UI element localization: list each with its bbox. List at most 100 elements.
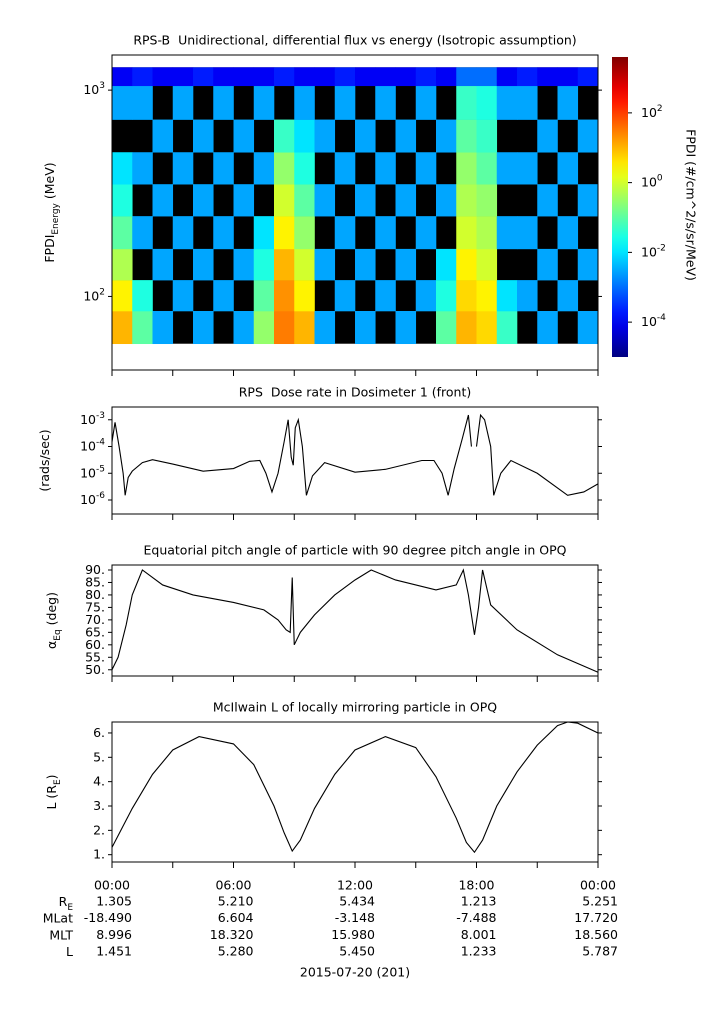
y-tick-label: 65. <box>85 624 105 639</box>
plot-frame <box>111 721 599 863</box>
ephemeris-row-label-part: MLat <box>43 910 73 925</box>
heatmap-cell <box>436 311 457 345</box>
ephemeris-value: 5.787 <box>582 944 618 959</box>
heatmap-cell <box>537 67 558 87</box>
data-line <box>111 413 599 496</box>
heatmap-cell <box>294 248 315 281</box>
panel-title: Equatorial pitch angle of particle with … <box>143 543 566 558</box>
y-axis-label-part: E <box>53 779 63 785</box>
heatmap-cell <box>375 152 396 185</box>
heatmap-cell <box>577 248 599 281</box>
heatmap-cell <box>274 216 295 250</box>
heatmap-cell <box>334 216 356 250</box>
heatmap-cell <box>213 216 234 250</box>
y-tick-label-base: 50. <box>85 661 105 676</box>
heatmap-cell <box>456 119 477 153</box>
y-tick-label-base: 10 <box>80 465 96 480</box>
heatmap-cell <box>132 85 153 120</box>
y-tick-label: 4. <box>93 773 105 788</box>
heatmap-cell <box>213 152 234 185</box>
heatmap-cell <box>152 311 174 345</box>
ephemeris-value: 15.980 <box>331 927 375 942</box>
x-tick-label: 12:00 <box>337 878 373 893</box>
ephemeris-value: 8.001 <box>461 927 497 942</box>
y-tick-label-base: 55. <box>85 649 105 664</box>
ephemeris-value: 8.996 <box>96 927 132 942</box>
heatmap-cell <box>537 248 558 281</box>
ephemeris-value: 1.451 <box>96 944 132 959</box>
ephemeris-value: -3.148 <box>335 910 375 925</box>
heatmap-cell <box>274 280 295 312</box>
y-tick-label-base: 70. <box>85 611 105 626</box>
heatmap-cell <box>112 184 133 217</box>
heatmap-cell <box>415 85 437 120</box>
heatmap-cell <box>132 311 153 345</box>
heatmap-cell <box>112 248 133 281</box>
heatmap-cell <box>233 67 255 87</box>
heatmap-cell <box>415 216 437 250</box>
heatmap-cell <box>112 311 133 345</box>
heatmap-cell <box>112 67 133 87</box>
y-tick-label: 10-3 <box>80 410 105 426</box>
heatmap-cell <box>233 311 255 345</box>
y-axis-label-part: Eq <box>53 629 63 640</box>
y-tick-label: 80. <box>85 586 105 601</box>
colorbar-tick-label-exponent: -2 <box>657 243 666 253</box>
heatmap-cell <box>152 67 174 87</box>
ephemeris-row-label-part: MLT <box>49 927 73 942</box>
heatmap-cell <box>274 152 295 185</box>
ephemeris-value: -18.490 <box>84 910 132 925</box>
heatmap-cell <box>375 280 396 312</box>
heatmap-cell <box>193 248 214 281</box>
ephemeris-value: 5.251 <box>582 894 618 909</box>
heatmap-cell <box>537 119 558 153</box>
y-axis-label: L (RE) <box>44 774 63 809</box>
y-tick-label: 10-4 <box>80 437 105 453</box>
heatmap-cell <box>213 280 234 312</box>
heatmap-cell <box>436 119 457 153</box>
heatmap-cell <box>496 216 518 250</box>
heatmap-cell <box>172 152 194 185</box>
heatmap-cell <box>172 280 194 312</box>
heatmap-cell <box>436 280 457 312</box>
heatmap-cell <box>132 280 153 312</box>
ephemeris-value: 18.560 <box>574 927 618 942</box>
heatmap-cell <box>395 311 417 345</box>
heatmap-cell <box>537 184 558 217</box>
y-tick-label: 5. <box>93 749 105 764</box>
y-tick-label-base: 10 <box>83 288 99 303</box>
ephemeris-value: 5.434 <box>339 894 375 909</box>
heatmap-cell <box>496 280 518 312</box>
heatmap-cell <box>496 67 518 87</box>
heatmap-cell <box>193 119 214 153</box>
heatmap-cell <box>294 67 315 87</box>
y-tick-label-base: 75. <box>85 599 105 614</box>
y-tick-label: 10-6 <box>80 491 105 507</box>
heatmap-cell <box>577 119 599 153</box>
ephemeris-value: 1.213 <box>461 894 497 909</box>
colorbar-tick-label-exponent: 2 <box>657 103 663 113</box>
ephemeris-value: 17.720 <box>574 910 618 925</box>
colorbar-tick-label: 102 <box>641 103 663 119</box>
heatmap-cell <box>476 152 498 185</box>
y-tick-label-base: 65. <box>85 624 105 639</box>
y-axis-label: αEq (deg) <box>44 592 63 649</box>
heatmap-cell <box>476 67 498 87</box>
heatmap-cell <box>334 67 356 87</box>
plot-frame <box>111 406 599 515</box>
y-axis-label-part: L (R <box>44 785 59 810</box>
heatmap-cell <box>496 311 518 345</box>
heatmap-cell <box>132 67 153 87</box>
colorbar <box>612 57 628 357</box>
colorbar-tick-label-base: 10 <box>641 314 657 329</box>
heatmap-cell <box>517 280 538 312</box>
ephemeris-row-label-part: E <box>67 903 73 913</box>
heatmap-cell <box>436 67 457 87</box>
ephemeris-value: 5.280 <box>218 944 254 959</box>
heatmap-cell <box>375 85 396 120</box>
heatmap-cell <box>112 85 133 120</box>
heatmap-cell <box>112 152 133 185</box>
y-tick-label-base: 4. <box>93 773 105 788</box>
y-tick-label-base: 3. <box>93 798 105 813</box>
